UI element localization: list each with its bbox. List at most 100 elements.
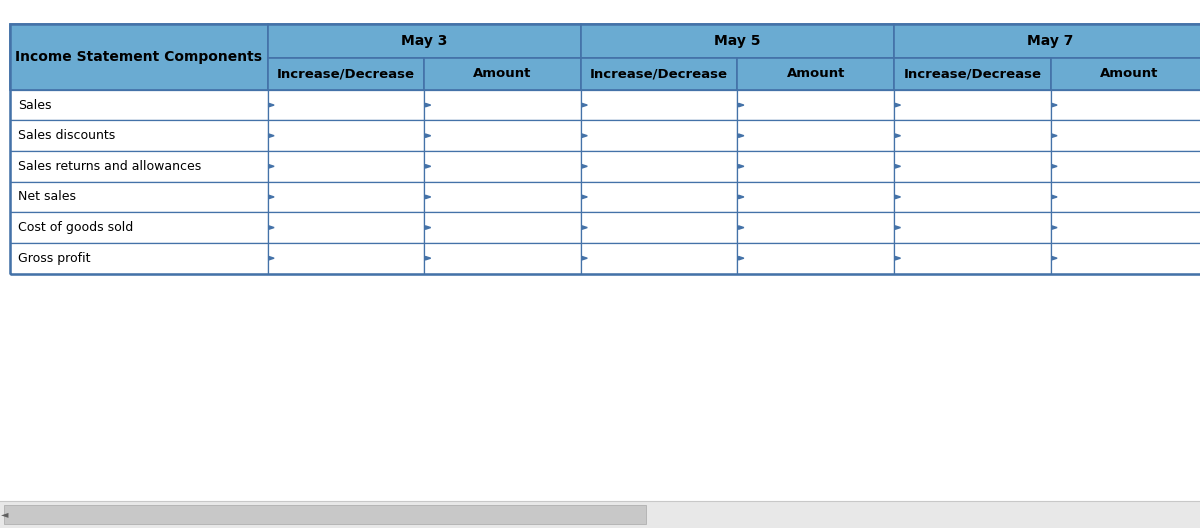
Polygon shape	[582, 165, 587, 168]
Bar	[738, 212, 894, 243]
Text: May 7: May 7	[1027, 34, 1074, 48]
Text: May 5: May 5	[714, 34, 761, 48]
Text: Amount: Amount	[786, 68, 845, 80]
Bar	[581, 243, 738, 274]
Polygon shape	[895, 134, 900, 137]
Polygon shape	[582, 195, 587, 199]
Polygon shape	[1051, 134, 1057, 137]
Polygon shape	[1051, 195, 1057, 199]
Bar	[581, 90, 738, 120]
Text: ◄: ◄	[1, 510, 8, 519]
Bar	[581, 182, 738, 212]
Bar	[894, 212, 1051, 243]
Text: Cost of goods sold: Cost of goods sold	[18, 221, 133, 234]
Polygon shape	[895, 195, 900, 199]
Polygon shape	[425, 103, 431, 107]
Text: Increase/Decrease: Increase/Decrease	[904, 68, 1042, 80]
Bar	[894, 58, 1051, 90]
Polygon shape	[738, 226, 744, 229]
Polygon shape	[1051, 226, 1057, 229]
Bar	[0, 501, 1200, 528]
Bar	[268, 182, 425, 212]
Polygon shape	[269, 226, 274, 229]
Bar	[1051, 120, 1200, 151]
Polygon shape	[425, 226, 431, 229]
Polygon shape	[738, 134, 744, 137]
Text: Amount: Amount	[473, 68, 532, 80]
Polygon shape	[269, 134, 274, 137]
Polygon shape	[269, 195, 274, 199]
Text: Income Statement Components: Income Statement Components	[16, 50, 262, 64]
Bar	[10, 120, 268, 151]
Polygon shape	[895, 103, 900, 107]
Bar	[1051, 243, 1200, 274]
Bar	[268, 212, 425, 243]
Bar	[268, 120, 425, 151]
Polygon shape	[425, 257, 431, 260]
Bar	[10, 90, 268, 120]
Bar	[894, 120, 1051, 151]
Polygon shape	[269, 257, 274, 260]
Bar	[581, 151, 738, 182]
Bar	[10, 212, 268, 243]
Bar	[738, 120, 894, 151]
Bar	[1051, 90, 1200, 120]
Bar	[894, 243, 1051, 274]
Bar	[894, 151, 1051, 182]
Polygon shape	[1051, 257, 1057, 260]
Bar	[268, 24, 581, 58]
Polygon shape	[582, 257, 587, 260]
Polygon shape	[738, 257, 744, 260]
Polygon shape	[425, 165, 431, 168]
Bar	[894, 24, 1200, 58]
Bar	[581, 120, 738, 151]
Polygon shape	[1051, 103, 1057, 107]
Bar	[425, 120, 581, 151]
Bar	[1051, 182, 1200, 212]
Bar	[10, 24, 268, 90]
Bar	[738, 182, 894, 212]
Bar	[1051, 151, 1200, 182]
Bar	[1051, 58, 1200, 90]
Polygon shape	[425, 134, 431, 137]
Bar	[425, 243, 581, 274]
Bar	[425, 212, 581, 243]
Bar	[1051, 212, 1200, 243]
Bar	[425, 58, 581, 90]
Bar	[581, 212, 738, 243]
Text: Increase/Decrease: Increase/Decrease	[590, 68, 728, 80]
Bar	[268, 151, 425, 182]
Polygon shape	[895, 226, 900, 229]
Text: May 3: May 3	[401, 34, 448, 48]
Polygon shape	[895, 257, 900, 260]
Polygon shape	[738, 103, 744, 107]
Polygon shape	[582, 226, 587, 229]
Bar	[425, 182, 581, 212]
Bar	[894, 182, 1051, 212]
Bar	[10, 182, 268, 212]
Bar	[894, 90, 1051, 120]
Bar	[10, 243, 268, 274]
Bar	[738, 90, 894, 120]
Polygon shape	[895, 165, 900, 168]
Text: Increase/Decrease: Increase/Decrease	[277, 68, 415, 80]
Text: Net sales: Net sales	[18, 191, 76, 203]
Text: Sales discounts: Sales discounts	[18, 129, 115, 142]
Bar	[425, 90, 581, 120]
Polygon shape	[269, 103, 274, 107]
Polygon shape	[425, 195, 431, 199]
Bar	[4, 505, 646, 524]
Text: Sales returns and allowances: Sales returns and allowances	[18, 160, 202, 173]
Bar	[581, 58, 738, 90]
Text: Gross profit: Gross profit	[18, 252, 90, 265]
Polygon shape	[582, 103, 587, 107]
Polygon shape	[582, 134, 587, 137]
Bar	[738, 243, 894, 274]
Bar	[268, 58, 425, 90]
Polygon shape	[738, 165, 744, 168]
Bar	[268, 90, 425, 120]
Bar	[268, 243, 425, 274]
Polygon shape	[1051, 165, 1057, 168]
Bar	[10, 151, 268, 182]
Bar	[581, 24, 894, 58]
